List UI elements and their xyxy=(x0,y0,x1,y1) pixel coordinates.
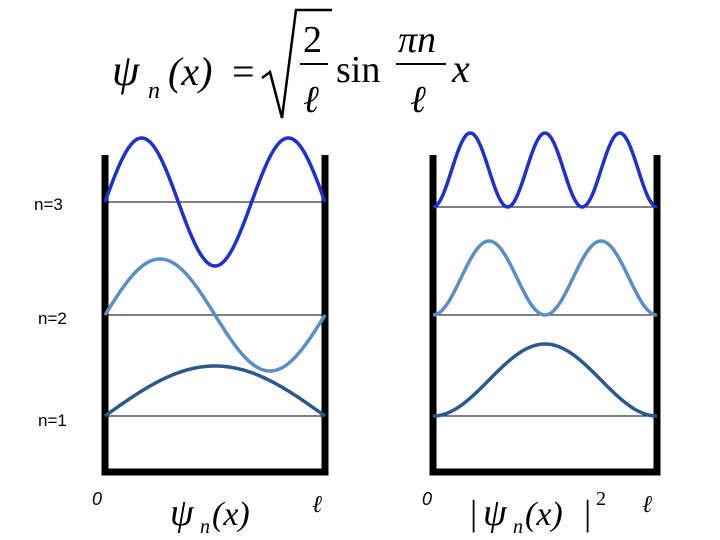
formula-arg: (x) xyxy=(168,49,212,94)
formula-sqrt xyxy=(261,8,332,119)
formula-frac-den: ℓ xyxy=(303,79,319,121)
formula-subscript: n xyxy=(148,78,160,104)
left-panel-psi: 0 ℓ ψ n (x) xyxy=(92,136,329,538)
left-caption-psi: ψ xyxy=(170,492,195,534)
right-origin-label: 0 xyxy=(422,489,432,509)
right-caption-power: 2 xyxy=(596,488,606,510)
level-label-n3: n=3 xyxy=(34,195,63,214)
left-end-label: ℓ xyxy=(312,492,322,518)
right-caption-bar-right: | xyxy=(584,493,591,533)
right-curve-n1 xyxy=(432,342,658,418)
left-curve-n1 xyxy=(103,364,327,418)
left-origin-label: 0 xyxy=(92,489,102,509)
formula: ψ n (x) = 2 ℓ sin πn ℓ x xyxy=(112,8,470,121)
left-caption-subscript: n xyxy=(200,516,210,538)
right-caption-subscript: n xyxy=(513,516,523,538)
left-caption-arg: (x) xyxy=(212,496,250,533)
formula-sin: sin xyxy=(336,49,380,91)
right-panel-psi-squared: 0 ℓ | ψ n (x) | 2 xyxy=(422,131,661,538)
left-curve-n2 xyxy=(103,257,327,373)
formula-arg-den: ℓ xyxy=(410,79,426,121)
right-curve-n3 xyxy=(432,131,658,209)
formula-x: x xyxy=(451,46,470,91)
formula-equals: = xyxy=(232,49,255,94)
right-caption-psi: ψ xyxy=(483,492,508,534)
right-curve-n2 xyxy=(432,239,658,317)
level-label-n2: n=2 xyxy=(38,309,67,328)
right-caption-arg: (x) xyxy=(525,496,563,533)
right-end-label: ℓ xyxy=(642,492,652,518)
formula-frac-num: 2 xyxy=(303,19,322,61)
level-label-n1: n=1 xyxy=(38,411,67,430)
right-caption-bar-left: | xyxy=(470,493,477,533)
formula-psi: ψ xyxy=(112,46,140,95)
left-curve-n3 xyxy=(103,136,327,268)
formula-arg-num: πn xyxy=(398,19,436,61)
